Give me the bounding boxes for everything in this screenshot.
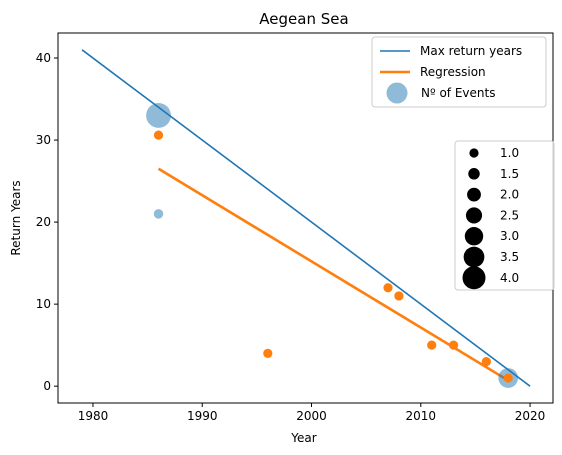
legend-frame: [371, 36, 547, 108]
observation-point: [394, 291, 404, 301]
size-legend-label: 4.0: [500, 271, 519, 285]
y-axis-ticks: 0 10 20 30 40: [36, 51, 58, 393]
size-legend-marker: [467, 187, 481, 202]
legend-events-label: Nº of Events: [421, 86, 495, 100]
x-tick-label: 1980: [78, 409, 109, 423]
size-legend-marker: [464, 227, 484, 246]
chart-title: Aegean Sea: [259, 10, 348, 28]
y-axis-label: Return Years: [9, 180, 23, 255]
legend: Max return years Regression Nº of Events: [371, 36, 547, 108]
x-tick-label: 2000: [296, 409, 327, 423]
legend-max-line-label: Max return years: [420, 44, 522, 58]
x-tick-label: 2010: [406, 409, 437, 423]
observation-point: [263, 348, 273, 358]
plot-area: [57, 32, 554, 404]
size-legend-marker: [469, 148, 479, 158]
y-tick-label: 40: [36, 51, 51, 65]
observation-point: [448, 340, 459, 350]
y-tick-label: 0: [43, 379, 51, 393]
size-legend-label: 2.0: [500, 188, 519, 202]
size-legend-label: 3.0: [500, 229, 519, 243]
x-axis-ticks: 1980 1990 2000 2010 2020: [78, 403, 546, 423]
y-tick-label: 10: [36, 297, 51, 311]
size-legend-label: 1.0: [500, 146, 519, 160]
observation-point: [427, 340, 437, 350]
size-legend-marker: [463, 246, 485, 268]
y-tick-label: 30: [36, 133, 51, 147]
x-axis-label: Year: [290, 431, 316, 445]
legend-regression-label: Regression: [420, 65, 486, 79]
observation-point: [503, 373, 513, 383]
x-tick-label: 1990: [187, 409, 218, 423]
y-tick-label: 20: [36, 215, 51, 229]
size-legend-marker: [465, 207, 483, 224]
legend-events-swatch: [386, 82, 408, 104]
size-legend-label: 3.5: [500, 250, 519, 264]
event-bubble: [153, 209, 164, 219]
observation-point: [383, 283, 393, 293]
x-tick-label: 2020: [515, 409, 546, 423]
event-bubble: [146, 103, 171, 128]
observation-point: [153, 130, 164, 140]
size-legend-marker: [468, 168, 480, 180]
size-legend-label: 2.5: [500, 208, 519, 222]
size-legend-marker: [462, 266, 486, 290]
size-legend: 1.0 1.5 2.0 2.5 3.0 3.5 4.0: [454, 140, 555, 291]
size-legend-label: 1.5: [500, 167, 519, 181]
observation-point: [481, 356, 491, 367]
